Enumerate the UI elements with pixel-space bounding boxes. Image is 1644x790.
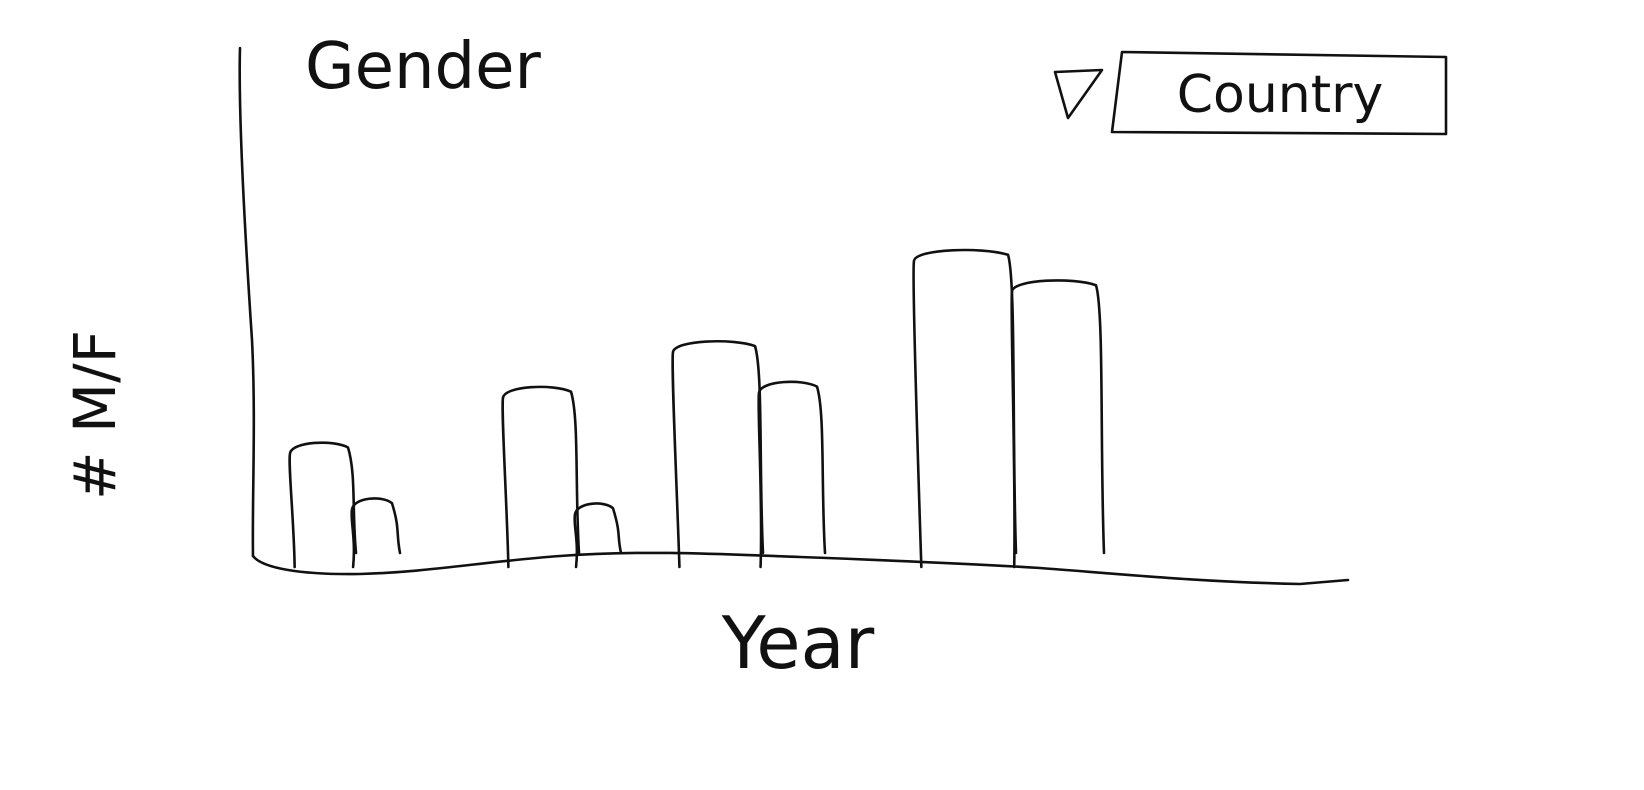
bar-series-1-category-4	[912, 248, 1018, 569]
country-filter-box[interactable]	[1110, 50, 1448, 136]
dropdown-triangle-icon[interactable]	[1053, 68, 1104, 120]
y-axis-label: # M/F	[61, 330, 129, 500]
bar-series-2-category-1	[350, 497, 402, 569]
chart-title: Gender	[305, 30, 542, 104]
country-filter-dropdown[interactable]: Country	[1053, 50, 1448, 136]
x-axis-label: Year	[721, 601, 875, 685]
bar-series-2-category-4	[1010, 279, 1106, 569]
bar-marks	[288, 248, 1106, 569]
bar-series-1-category-3	[671, 339, 765, 569]
bar-series-1-category-1	[288, 441, 358, 569]
bar-series-2-category-3	[757, 380, 827, 569]
bar-series-1-category-2	[501, 385, 581, 569]
x-axis-line	[251, 551, 1350, 586]
y-axis-line	[238, 46, 256, 558]
bar-series-2-category-2	[573, 502, 623, 569]
country-filter-label: Country	[1177, 65, 1384, 125]
